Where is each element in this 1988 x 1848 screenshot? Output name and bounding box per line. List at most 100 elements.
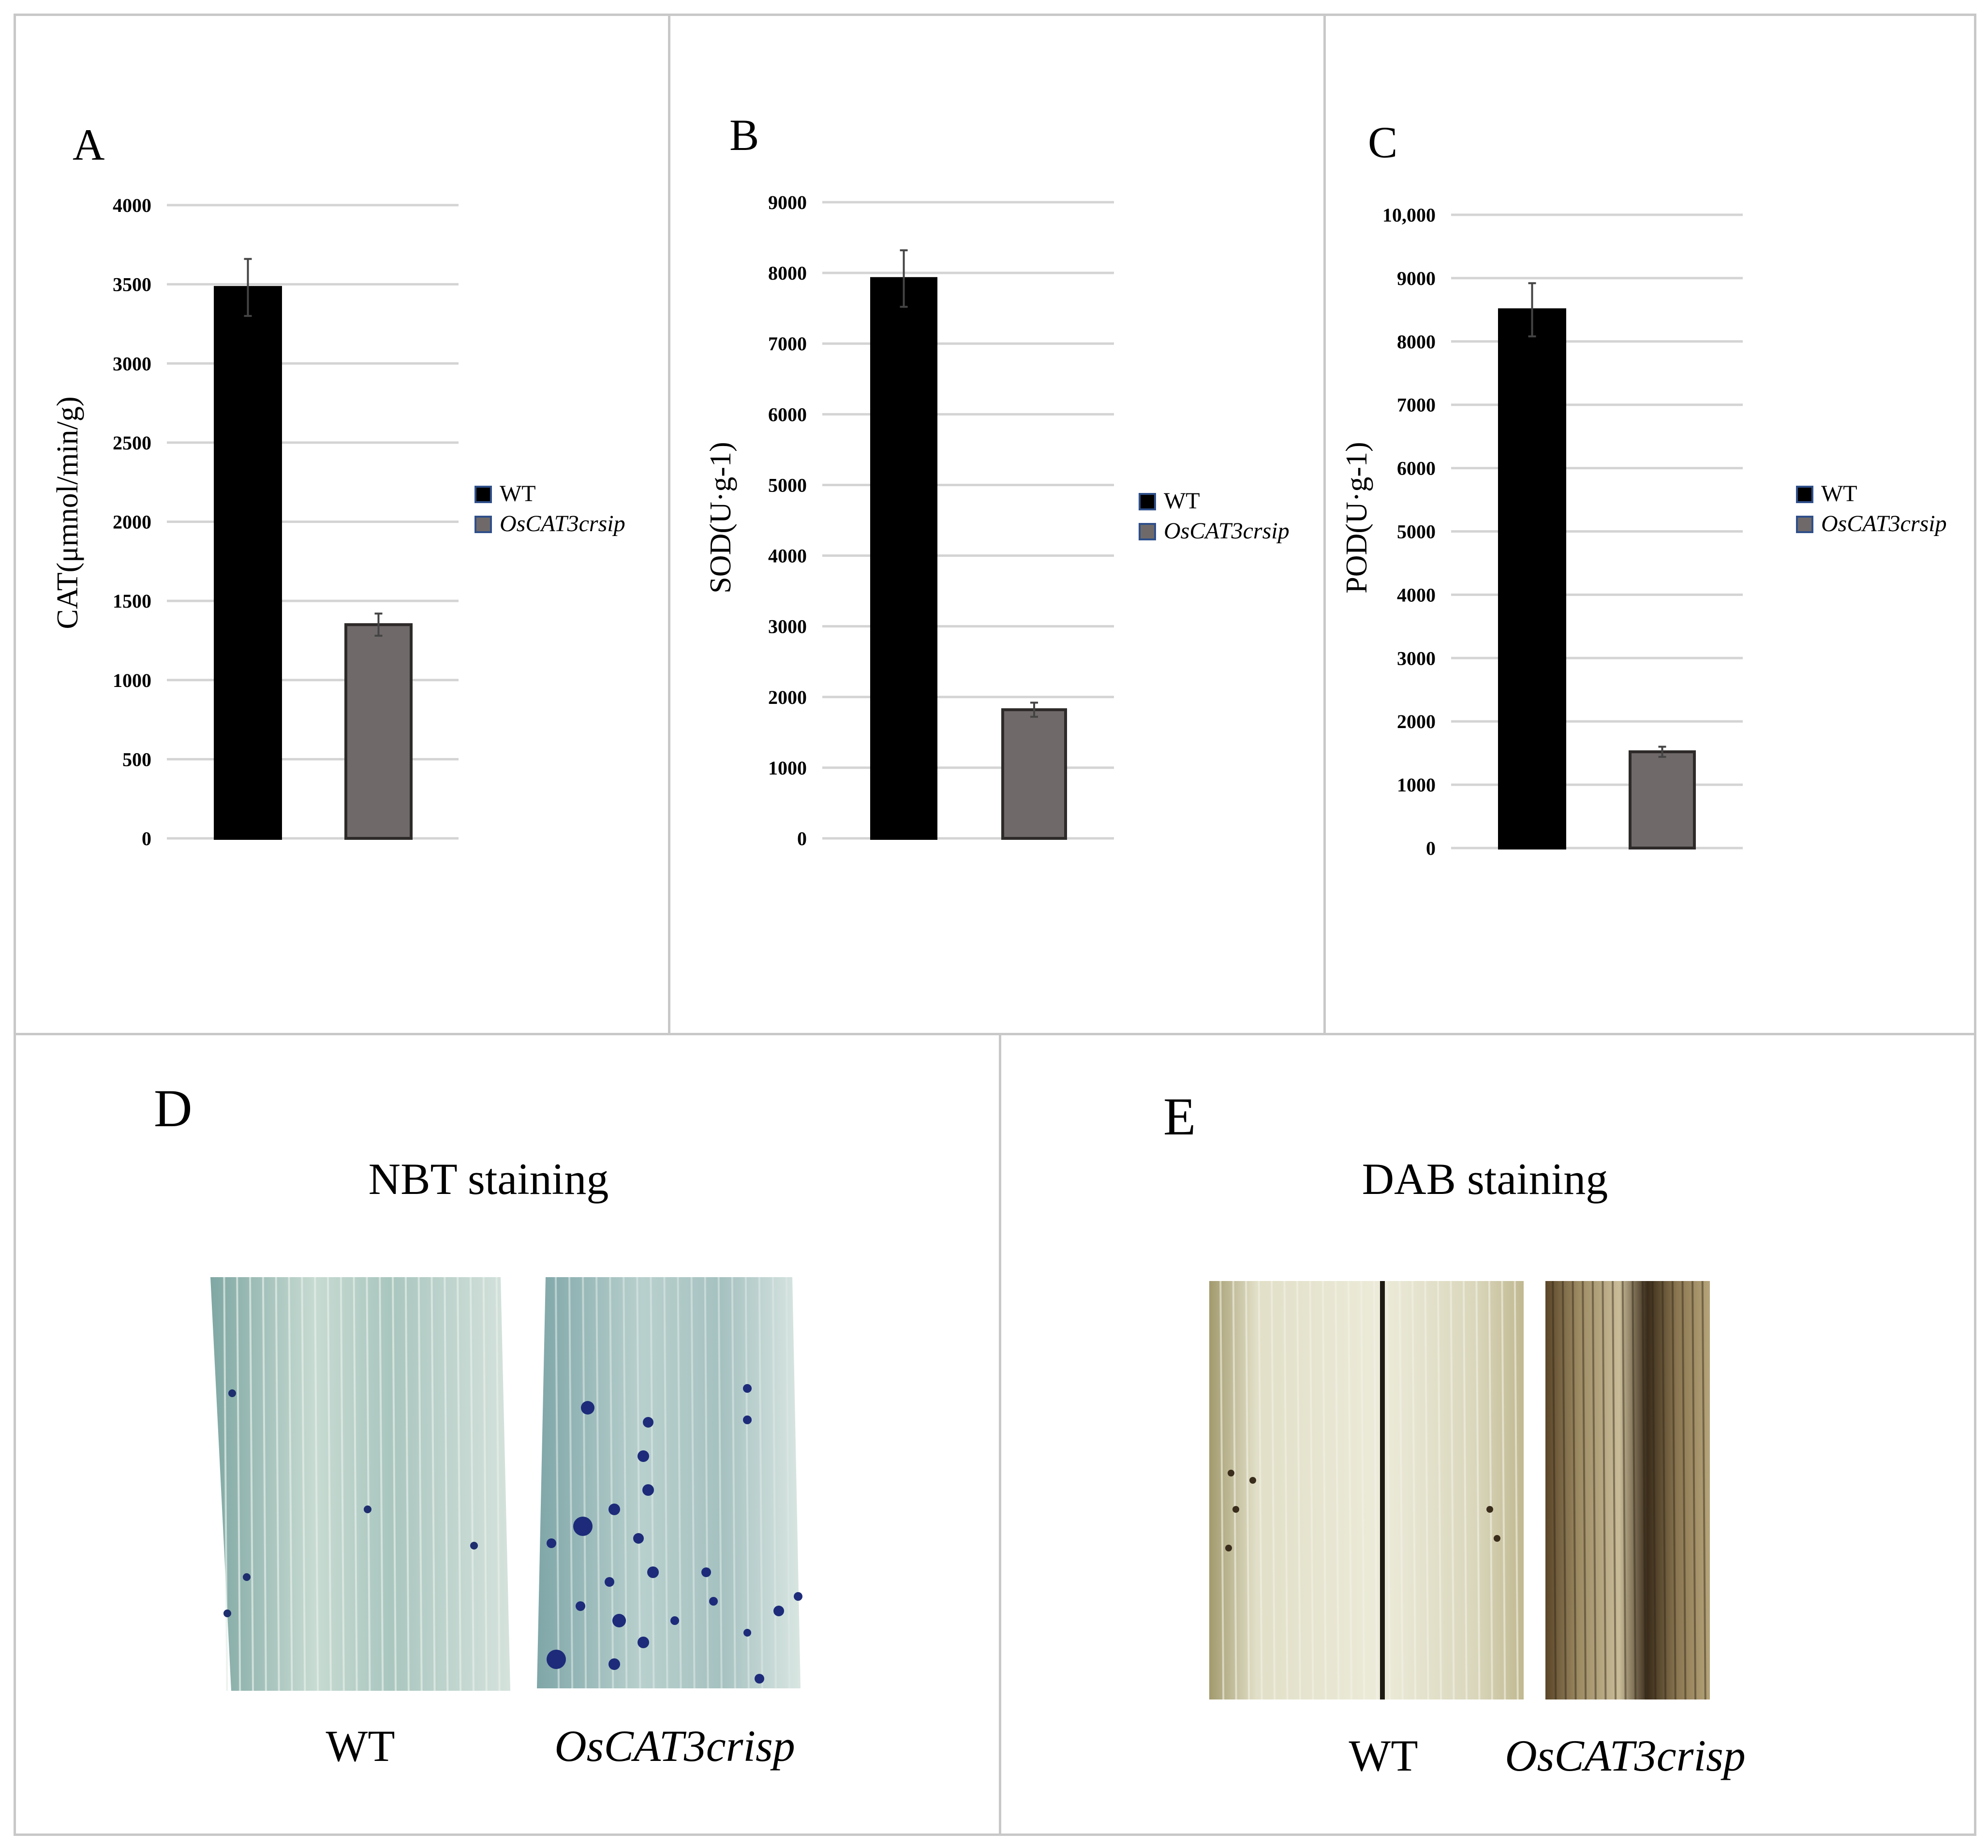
- leaf-shape: [210, 1277, 510, 1691]
- nbt-spot: [608, 1658, 620, 1670]
- leaf-vein: [353, 1277, 358, 1691]
- leaf-vein: [1475, 1281, 1481, 1700]
- leaf-vein: [1386, 1281, 1391, 1700]
- leaf-vein: [236, 1277, 241, 1691]
- legend-label: OsCAT3crsip: [1821, 511, 1947, 537]
- y-tick-label: 9000: [1397, 268, 1436, 289]
- nbt-spot: [701, 1567, 711, 1577]
- leaf-vein: [249, 1277, 254, 1691]
- leaf-vein: [469, 1277, 475, 1691]
- bar-mutant: [1001, 708, 1067, 840]
- leaf-vein: [314, 1277, 319, 1691]
- leaf-vein: [1347, 1281, 1352, 1700]
- leaf-vein: [623, 1277, 628, 1689]
- nbt-spot: [605, 1577, 614, 1587]
- nbt-spot: [470, 1542, 478, 1550]
- leaf-shape: [1545, 1281, 1710, 1699]
- leaf-vein: [690, 1277, 696, 1689]
- nbt-spot: [608, 1504, 620, 1515]
- leaf-vein: [1271, 1281, 1276, 1700]
- y-tick-label: 500: [122, 748, 151, 770]
- y-tick-label: 0: [797, 828, 807, 849]
- panel-d: D NBT staining WT OsCAT3crisp: [154, 1079, 802, 1771]
- leaf-vein: [1513, 1281, 1519, 1700]
- leaf-vein: [1258, 1281, 1263, 1700]
- bar-wt: [870, 277, 937, 840]
- y-tick-label: 10,000: [1382, 204, 1436, 226]
- leaf-vein: [223, 1277, 228, 1691]
- leaf-label-wt: WT: [326, 1721, 395, 1771]
- leaf-vein: [301, 1277, 306, 1691]
- y-tick-label: 7000: [768, 333, 807, 355]
- leaf-vein: [555, 1277, 560, 1689]
- panel-e-frame: [999, 1033, 1976, 1836]
- leaf-vein: [1621, 1281, 1627, 1700]
- leaf-vein: [288, 1277, 293, 1691]
- y-tick-label: 7000: [1397, 394, 1436, 416]
- leaf-vein: [1701, 1281, 1706, 1700]
- y-tick-label: 1000: [113, 670, 151, 691]
- y-tick-label: 2000: [768, 686, 807, 708]
- leaf-vein: [379, 1277, 384, 1691]
- nbt-spot: [743, 1416, 752, 1424]
- legend: WT OsCAT3crsip: [1796, 481, 1947, 537]
- leaf-vein: [744, 1277, 750, 1689]
- chart-a: A 0 500 1000 1500 2000 2500 3000 3500 4000 CAT(μmn…: [51, 120, 625, 849]
- leaf-vein: [1411, 1281, 1417, 1700]
- leaf-vein: [1612, 1281, 1617, 1700]
- legend-label: WT: [1821, 481, 1857, 507]
- leaf-vein: [1398, 1281, 1404, 1700]
- leaf-vein: [1488, 1281, 1493, 1700]
- leaf-vein: [444, 1277, 449, 1691]
- dab-spot: [1232, 1506, 1239, 1513]
- nbt-spot: [643, 1417, 653, 1428]
- nbt-spot: [709, 1597, 718, 1606]
- leaf-vein: [1296, 1281, 1301, 1700]
- legend: WT OsCAT3crsip: [1139, 488, 1290, 544]
- nbt-spot: [638, 1450, 649, 1462]
- legend-label: WT: [500, 481, 536, 507]
- dab-spot: [1249, 1477, 1256, 1484]
- nbt-spot: [773, 1606, 784, 1616]
- legend-label: OsCAT3crsip: [500, 511, 625, 537]
- nbt-spot: [573, 1517, 593, 1536]
- y-tick-label: 5000: [1397, 521, 1436, 543]
- panel-label: E: [1163, 1087, 1196, 1146]
- nbt-spot: [670, 1616, 679, 1625]
- leaf-vein: [1424, 1281, 1429, 1700]
- nbt-spot: [547, 1538, 556, 1548]
- y-tick-label: 4000: [768, 545, 807, 567]
- y-tick-label: 4000: [1397, 584, 1436, 606]
- y-tick-label: 3000: [768, 616, 807, 638]
- leaf-vein: [595, 1277, 601, 1689]
- panel-title: DAB staining: [1362, 1154, 1608, 1204]
- leaf-vein: [1572, 1281, 1577, 1700]
- leaf-vein: [1651, 1281, 1657, 1700]
- legend-swatch: [1139, 493, 1156, 510]
- leaf-vein: [636, 1277, 641, 1689]
- legend-label: WT: [1164, 488, 1200, 514]
- leaf-vein: [404, 1277, 410, 1691]
- leaf-vein: [1582, 1281, 1587, 1700]
- leaf-vein: [1462, 1281, 1468, 1700]
- y-tick-label: 3000: [1397, 647, 1436, 669]
- nbt-spot: [364, 1505, 371, 1513]
- leaf-vein: [1691, 1281, 1697, 1700]
- y-tick-label: 0: [142, 828, 151, 849]
- leaf-vein: [1561, 1281, 1567, 1700]
- leaf-vein: [417, 1277, 423, 1691]
- leaf-label-wt: WT: [1349, 1731, 1418, 1780]
- panel-label: D: [154, 1079, 192, 1138]
- y-tick-label: 8000: [768, 262, 807, 284]
- leaf-vein: [495, 1277, 501, 1691]
- leaf-vein: [1283, 1281, 1289, 1700]
- leaf-vein: [650, 1277, 655, 1689]
- leaf-vein: [1219, 1281, 1225, 1700]
- y-tick-label: 6000: [768, 403, 807, 425]
- y-tick-label: 4000: [113, 194, 151, 216]
- dab-mutant-leaf-image: [1545, 1281, 1710, 1700]
- bar-wt: [1498, 308, 1566, 849]
- legend-swatch: [1796, 486, 1813, 503]
- chart-b: B 0 1000 2000 3000 4000 5000 6000 7000 8000 9000 SO…: [704, 110, 1290, 849]
- y-tick-label: 3500: [113, 274, 151, 296]
